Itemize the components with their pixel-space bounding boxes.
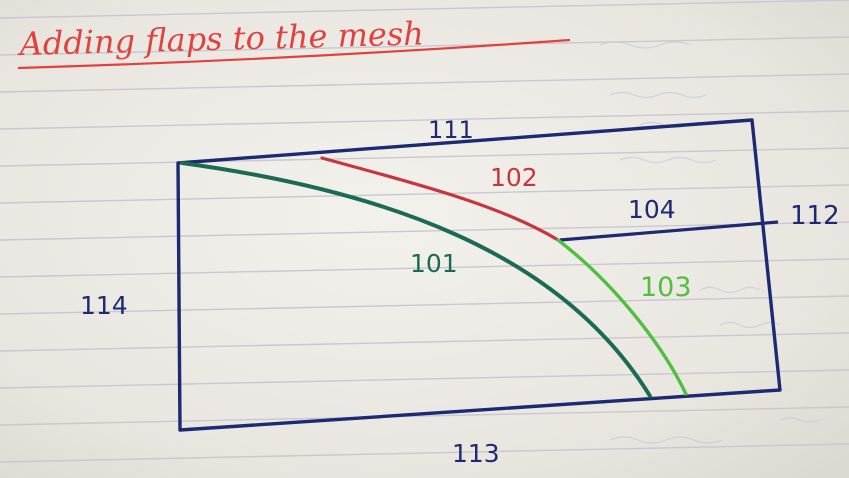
- title-underline: [17, 38, 571, 70]
- label-edge-114: 114: [80, 291, 128, 320]
- ruled-line: [0, 332, 849, 352]
- ruled-line: [0, 406, 849, 426]
- label-curve-102: 102: [490, 163, 538, 192]
- curve-101: [180, 161, 652, 398]
- curve-102: [320, 156, 560, 242]
- ruled-line: [0, 36, 849, 56]
- curve-103: [556, 238, 688, 396]
- line-104: [559, 220, 779, 242]
- ruled-line: [0, 369, 849, 389]
- ruled-line: [0, 110, 849, 130]
- label-edge-111: 111: [428, 116, 474, 144]
- ruled-line: [0, 443, 849, 463]
- ruled-line: [0, 147, 849, 167]
- ruled-line: [0, 258, 849, 278]
- ruled-line: [0, 221, 849, 241]
- label-edge-112: 112: [790, 201, 840, 231]
- ruled-line: [0, 0, 849, 19]
- ruled-line: [0, 295, 849, 315]
- ruled-line: [0, 73, 849, 93]
- label-edge-113: 113: [452, 439, 500, 468]
- bleed-through-scribbles: [599, 41, 821, 444]
- label-curve-101: 101: [410, 249, 458, 278]
- mesh-domain-rectangle: [176, 118, 782, 432]
- ruled-line: [0, 184, 849, 204]
- label-line-104: 104: [628, 195, 676, 224]
- label-curve-103: 103: [640, 272, 692, 303]
